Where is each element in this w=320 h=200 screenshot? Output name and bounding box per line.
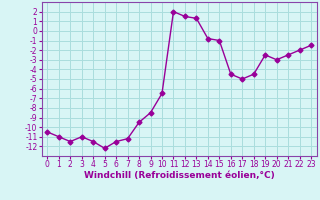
X-axis label: Windchill (Refroidissement éolien,°C): Windchill (Refroidissement éolien,°C) <box>84 171 275 180</box>
